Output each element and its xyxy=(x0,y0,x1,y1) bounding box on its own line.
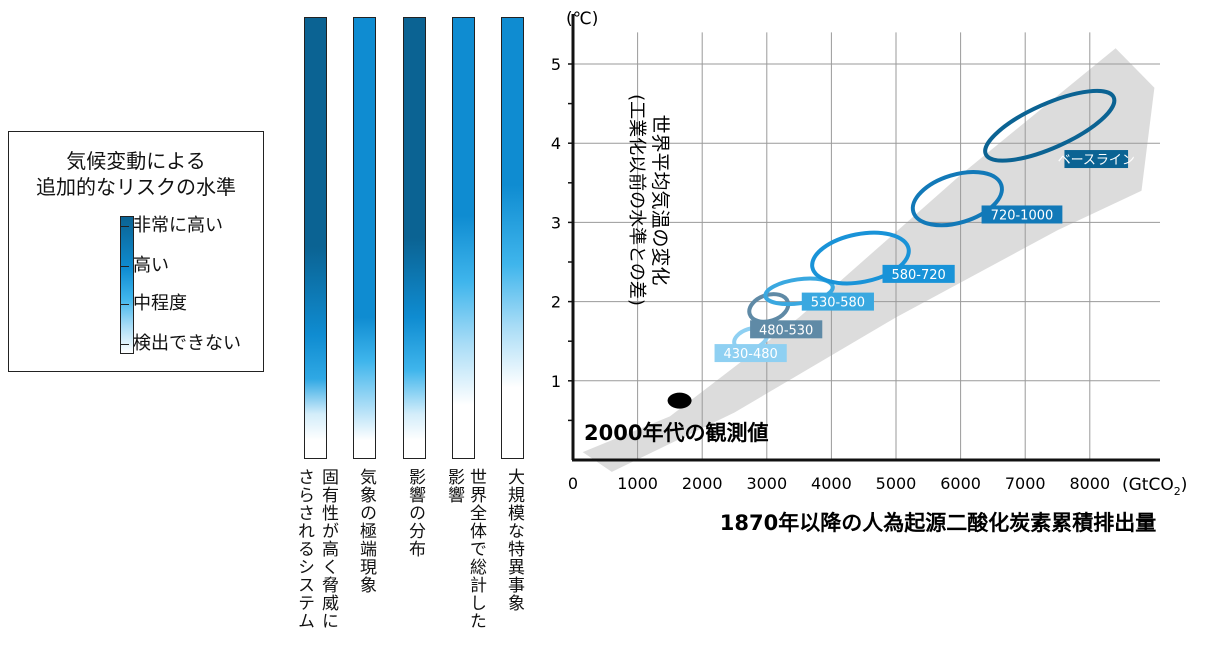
risk-label-unique-systems-2: さらされるシステム xyxy=(294,468,314,630)
y-tick-label: 5 xyxy=(551,55,561,74)
scenario-ellipse xyxy=(810,230,911,286)
risk-bar-distribution xyxy=(403,17,426,459)
legend-level-undetectable: 検出できない xyxy=(121,333,241,354)
legend-level-very-high: 非常に高い xyxy=(121,215,223,236)
scenario-label: 430-480 xyxy=(723,347,777,362)
risk-bar-extreme-weather xyxy=(353,17,376,459)
x-axis-unit-label: (GtCO2) xyxy=(1122,475,1187,498)
x-unit-close: ) xyxy=(1181,475,1188,495)
x-unit-subscript: 2 xyxy=(1174,485,1181,498)
risk-bar-unique-systems xyxy=(304,17,327,459)
x-axis-label: 1870年以降の人為起源二酸化炭素累積排出量 xyxy=(720,511,1156,535)
legend-title-line1: 気候変動による xyxy=(66,149,206,173)
legend-level-high: 高い xyxy=(121,255,169,276)
risk-label-large-scale-events: 大規模な特異事象 xyxy=(504,468,524,612)
y-axis-label-line2: (工業化以前の水準との差) xyxy=(626,94,647,306)
x-unit-text: (GtCO xyxy=(1122,475,1174,495)
uncertainty-band xyxy=(582,48,1155,472)
risk-level-legend: 気候変動による 追加的なリスクの水準 非常に高い 高い 中程度 検出できない xyxy=(8,131,264,372)
legend-title-line2: 追加的なリスクの水準 xyxy=(36,175,236,199)
y-axis-label-line1: 世界平均気温の変化 xyxy=(649,114,671,285)
scenario-label-box xyxy=(801,292,874,311)
y-tick-label: 3 xyxy=(551,213,561,232)
scenario-label: ベースライン xyxy=(1058,153,1135,168)
x-tick-label: 5000 xyxy=(876,474,917,493)
risk-bar-global-aggregate xyxy=(452,17,475,459)
observation-label: 2000年代の観測値 xyxy=(584,421,768,445)
scenario-label-box xyxy=(1064,150,1129,169)
x-tick-label: 3000 xyxy=(746,474,787,493)
risk-bar-large-scale-events xyxy=(501,17,524,459)
scenario-label: 580-720 xyxy=(891,268,945,283)
x-tick-label: 2000 xyxy=(682,474,723,493)
scenario-ellipse xyxy=(763,276,835,307)
scenario-label: 720-1000 xyxy=(991,208,1054,223)
legend-level-moderate: 中程度 xyxy=(121,293,187,314)
y-tick-label: 4 xyxy=(551,134,561,153)
scenario-label: 530-580 xyxy=(811,296,865,311)
risk-label-unique-systems-1: 固有性が高く脅威に xyxy=(318,468,338,630)
y-tick-label: 2 xyxy=(551,293,561,312)
risk-label-global-aggregate-1: 世界全体で総計した xyxy=(466,468,486,630)
x-tick-label: 6000 xyxy=(940,474,981,493)
x-tick-label: 4000 xyxy=(811,474,852,493)
x-tick-label: 8000 xyxy=(1069,474,1110,493)
y-axis-unit: (℃) xyxy=(566,9,598,29)
risk-label-distribution: 影響の分布 xyxy=(405,468,425,558)
scenario-label-box xyxy=(750,320,823,339)
y-tick-label: 1 xyxy=(551,372,561,391)
scenario-label: 480-530 xyxy=(759,323,813,338)
observation-marker xyxy=(667,392,692,409)
risk-label-global-aggregate-2: 影響 xyxy=(444,468,464,504)
scenario-label-box xyxy=(981,205,1063,224)
legend-color-ramp xyxy=(120,216,134,354)
risk-label-extreme-weather: 気象の極端現象 xyxy=(356,468,376,594)
x-tick-label: 1000 xyxy=(617,474,658,493)
scenario-label-box xyxy=(714,344,787,363)
scenario-ellipse xyxy=(983,88,1117,163)
x-tick-label: 0 xyxy=(568,474,578,493)
scenario-label-box xyxy=(882,264,955,283)
scenario-ellipse xyxy=(910,170,1004,228)
x-tick-label: 7000 xyxy=(1005,474,1046,493)
